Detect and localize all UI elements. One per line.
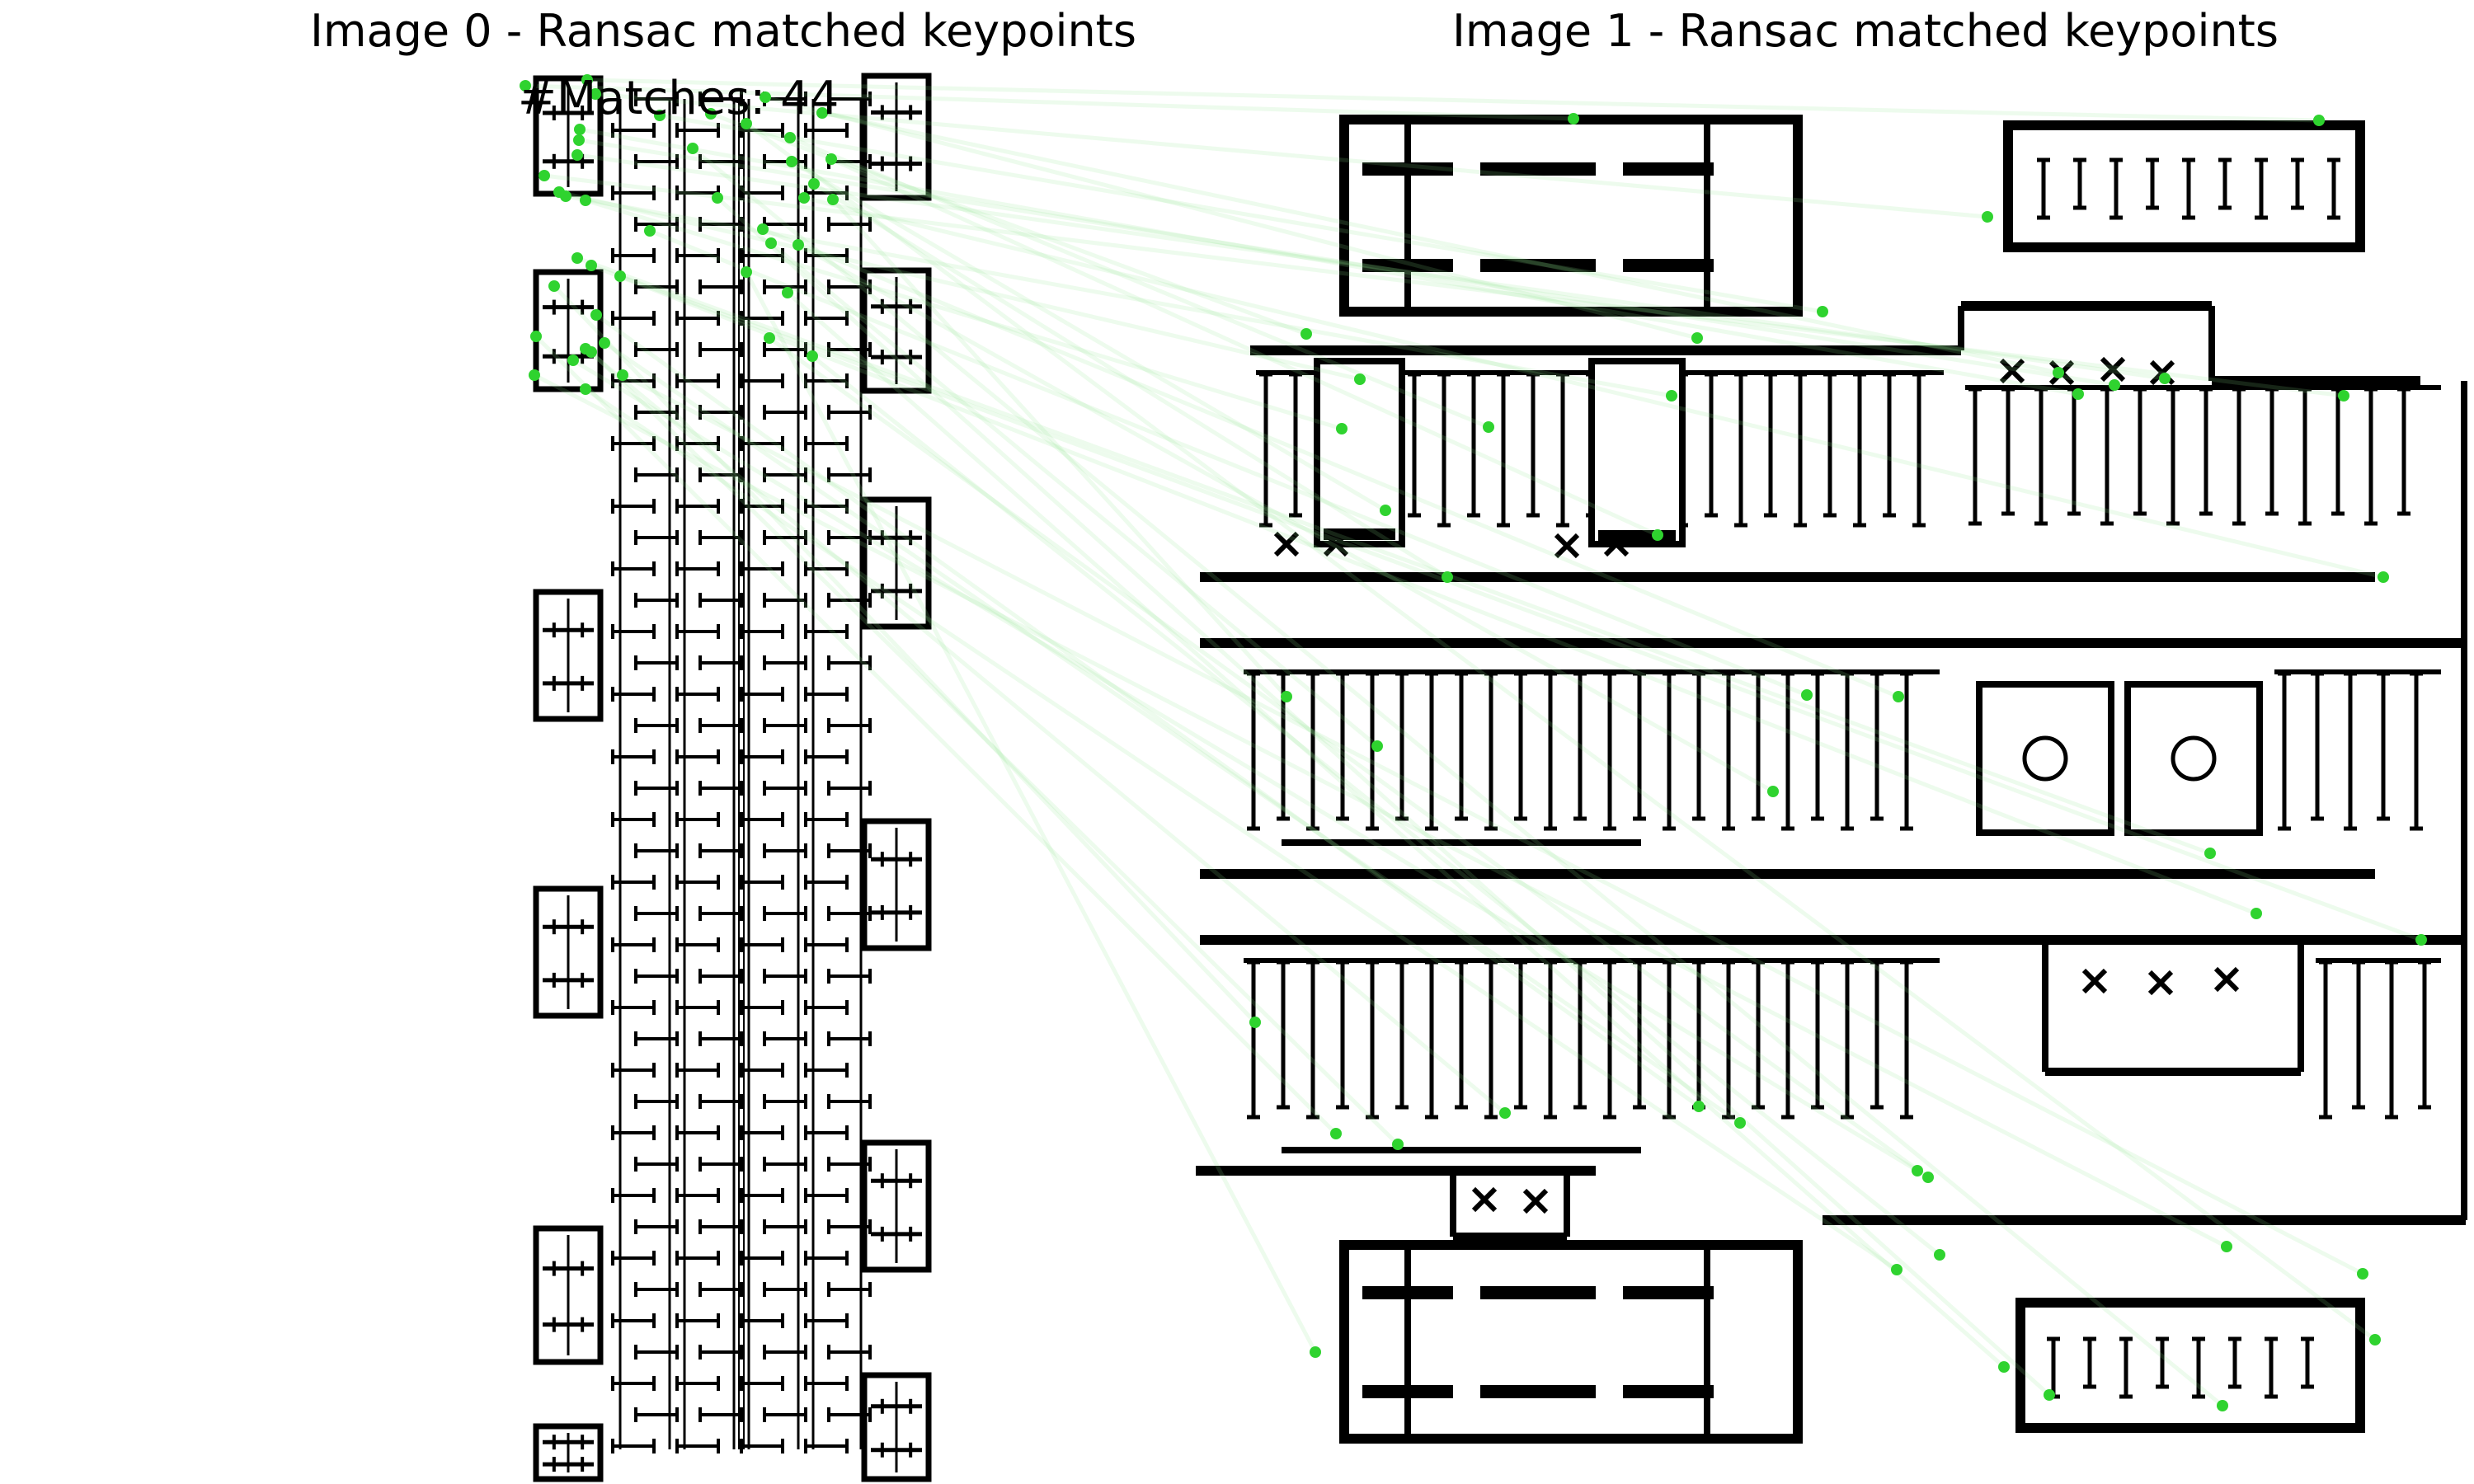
keypoint-dot [571, 149, 583, 161]
keypoint-dot [1817, 306, 1828, 317]
keypoint-dot [1922, 1172, 1934, 1183]
keypoint-dot [1380, 505, 1391, 516]
keypoint-dot [617, 369, 628, 381]
keypoint-dot [1801, 689, 1813, 701]
keypoint-dot [1310, 1346, 1321, 1358]
image1-title: Image 1 - Ransac matched keypoints [1452, 5, 2279, 57]
keypoint-dot [590, 309, 602, 321]
matches-count-annotation: #Matches: 44 [518, 72, 839, 125]
keypoint-dot [712, 192, 723, 204]
keypoint-dot [1249, 1017, 1261, 1028]
keypoint-dot [2053, 367, 2064, 378]
keypoint-dot [539, 170, 550, 181]
keypoint-dot [644, 225, 656, 237]
keypoint-dot [1691, 332, 1703, 344]
keypoint-dot [1392, 1139, 1404, 1150]
keypoint-dot [2044, 1389, 2055, 1401]
keypoint-dot [571, 252, 583, 264]
keypoint-dot [825, 153, 837, 165]
keypoint-dot [1354, 373, 1366, 385]
keypoint-dot [581, 74, 593, 86]
keypoint-dot [786, 156, 797, 167]
keypoint-dot [2159, 373, 2171, 384]
keypoint-dot [2313, 115, 2325, 126]
keypoint-dot [614, 270, 626, 282]
keypoint-dot [705, 108, 717, 120]
keypoint-dot [2378, 571, 2389, 583]
keypoint-dot [1666, 390, 1677, 402]
keypoint-dot [1734, 1117, 1746, 1129]
keypoint-dot [808, 178, 820, 190]
keypoint-dot [764, 332, 775, 344]
keypoint-dot [741, 118, 752, 129]
keypoint-dot [2204, 848, 2216, 859]
keypoint-dot [1483, 421, 1494, 433]
image0-floorplan [533, 73, 932, 1482]
keypoint-dot [827, 194, 839, 205]
keypoint-dot [1371, 740, 1383, 752]
keypoint-dot [1336, 423, 1348, 434]
keypoint-dot [1568, 113, 1579, 124]
keypoint-dot [687, 143, 698, 154]
keypoint-dot [530, 331, 542, 342]
keypoint-dot [1767, 786, 1779, 797]
keypoint-dot [2369, 1334, 2381, 1345]
keypoint-dot [807, 350, 818, 362]
keypoint-dot [1893, 691, 1904, 702]
keypoint-dot [816, 107, 828, 119]
keypoint-dot [586, 260, 597, 271]
keypoint-dot [567, 355, 579, 366]
keypoint-dot [765, 237, 777, 249]
keypoint-dot [573, 134, 585, 146]
keypoint-dot [757, 223, 769, 235]
keypoint-dot [2357, 1268, 2368, 1280]
keypoint-dot [798, 192, 810, 204]
match-lines [524, 77, 2422, 1407]
keypoint-dot [2109, 379, 2120, 391]
keypoint-dot [2221, 1241, 2232, 1252]
keypoint-dot [2072, 388, 2084, 400]
keypoint-dot [784, 132, 796, 143]
keypoint-dot [1300, 328, 1312, 340]
keypoint-dot [574, 124, 586, 135]
keypoint-dot [599, 337, 610, 349]
keypoint-dot [1912, 1165, 1923, 1176]
keypoint-dot [590, 88, 601, 100]
keypoint-dot [1652, 529, 1663, 541]
keypoint-dot [793, 239, 804, 251]
image0-title: Image 0 - Ransac matched keypoints [310, 5, 1136, 57]
image1-floorplan [1196, 115, 2467, 1444]
keypoint-dot [741, 266, 752, 278]
keypoint-dot [2415, 934, 2427, 946]
keypoint-dot [529, 369, 540, 381]
keypoint-dot [2251, 908, 2262, 919]
keypoint-dot [1281, 691, 1292, 702]
keypoint-dot [2338, 390, 2349, 402]
keypoint-dot [760, 92, 771, 103]
keypoint-dot [1998, 1361, 2010, 1373]
keypoint-dot [654, 110, 666, 121]
keypoint-dot [1891, 1264, 1903, 1275]
keypoint-dot [586, 346, 597, 358]
keypoint-dot [1499, 1107, 1511, 1119]
keypoint-dot [580, 383, 591, 395]
keypoint-dot [1934, 1249, 1945, 1261]
keypoint-dot [1330, 1128, 1342, 1139]
keypoint-dot [782, 287, 793, 298]
image0-keypoints [520, 74, 839, 395]
image1-keypoints [1249, 113, 2427, 1411]
keypoint-dot [1693, 1101, 1705, 1112]
keypoint-dot [1982, 211, 1993, 223]
keypoint-dot [1442, 571, 1453, 583]
keypoint-dot [520, 80, 531, 92]
keypoint-dot [548, 280, 560, 292]
keypoint-dot [580, 195, 591, 206]
keypoint-dot [2217, 1400, 2228, 1411]
keypoint-dot [560, 190, 571, 202]
